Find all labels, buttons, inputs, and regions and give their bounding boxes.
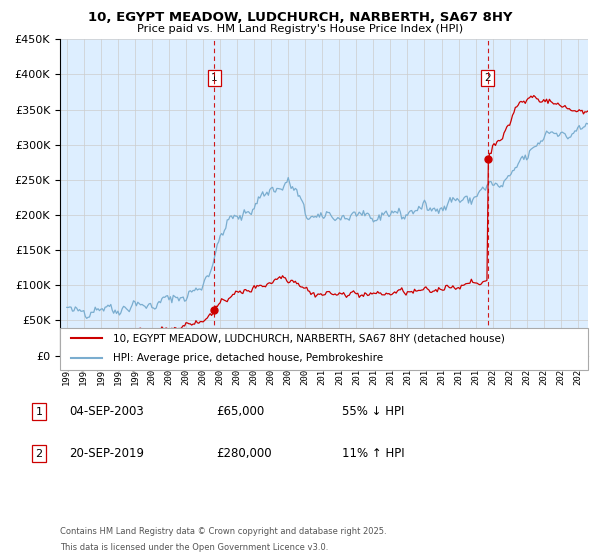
Text: Price paid vs. HM Land Registry's House Price Index (HPI): Price paid vs. HM Land Registry's House … xyxy=(137,24,463,34)
Text: 11% ↑ HPI: 11% ↑ HPI xyxy=(342,447,404,460)
Text: 04-SEP-2003: 04-SEP-2003 xyxy=(69,405,144,418)
Text: 1: 1 xyxy=(211,73,218,83)
Text: 20-SEP-2019: 20-SEP-2019 xyxy=(69,447,144,460)
Text: £65,000: £65,000 xyxy=(216,405,264,418)
Text: 10, EGYPT MEADOW, LUDCHURCH, NARBERTH, SA67 8HY: 10, EGYPT MEADOW, LUDCHURCH, NARBERTH, S… xyxy=(88,11,512,24)
Text: Contains HM Land Registry data © Crown copyright and database right 2025.: Contains HM Land Registry data © Crown c… xyxy=(60,528,386,536)
Text: 55% ↓ HPI: 55% ↓ HPI xyxy=(342,405,404,418)
Text: 2: 2 xyxy=(485,73,491,83)
Text: This data is licensed under the Open Government Licence v3.0.: This data is licensed under the Open Gov… xyxy=(60,543,328,552)
Text: 10, EGYPT MEADOW, LUDCHURCH, NARBERTH, SA67 8HY (detached house): 10, EGYPT MEADOW, LUDCHURCH, NARBERTH, S… xyxy=(113,333,505,343)
FancyBboxPatch shape xyxy=(60,328,588,370)
Text: HPI: Average price, detached house, Pembrokeshire: HPI: Average price, detached house, Pemb… xyxy=(113,353,383,363)
Text: 1: 1 xyxy=(35,407,43,417)
Text: £280,000: £280,000 xyxy=(216,447,272,460)
Text: 2: 2 xyxy=(35,449,43,459)
